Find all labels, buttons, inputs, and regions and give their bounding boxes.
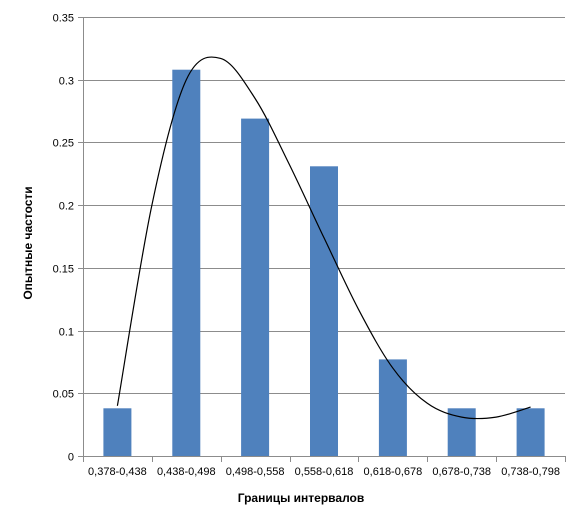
bar <box>516 408 545 456</box>
y-tick-labels: 0 0.05 0.1 0.15 0.2 0.25 0.3 0.35 <box>53 13 74 464</box>
y-tick-label: 0 <box>68 452 74 464</box>
fitted-curve <box>116 56 531 420</box>
y-tick-label: 0.1 <box>59 327 74 339</box>
y-axis-title: Опытные частости <box>21 186 35 299</box>
x-tick-label: 0,378-0,438 <box>88 466 147 478</box>
x-tick-label: 0,618-0,678 <box>364 466 423 478</box>
bar <box>447 408 476 456</box>
y-tick-label: 0.35 <box>53 13 74 25</box>
bar <box>241 118 270 456</box>
x-tick-label: 0,678-0,738 <box>432 466 491 478</box>
bar <box>378 359 407 456</box>
bar-series <box>103 69 545 457</box>
y-tick-label: 0.15 <box>53 264 74 276</box>
x-tick-label: 0,498-0,558 <box>226 466 285 478</box>
x-tick-label: 0,558-0,618 <box>295 466 354 478</box>
x-tick-label: 0,738-0,798 <box>501 466 560 478</box>
axes <box>78 17 566 462</box>
x-tick-label: 0,438-0,498 <box>157 466 216 478</box>
bar <box>310 166 338 457</box>
y-tick-label: 0.05 <box>53 389 74 401</box>
x-axis-title: Границы интервалов <box>238 491 365 505</box>
y-tick-label: 0.2 <box>59 201 74 213</box>
x-tick-labels: 0,378-0,438 0,438-0,498 0,498-0,558 0,558-0… <box>88 466 560 478</box>
bar <box>172 69 201 456</box>
bar <box>103 408 132 456</box>
y-tick-label: 0.3 <box>59 76 74 88</box>
curve-line <box>116 56 531 420</box>
y-tick-label: 0.25 <box>53 138 74 150</box>
